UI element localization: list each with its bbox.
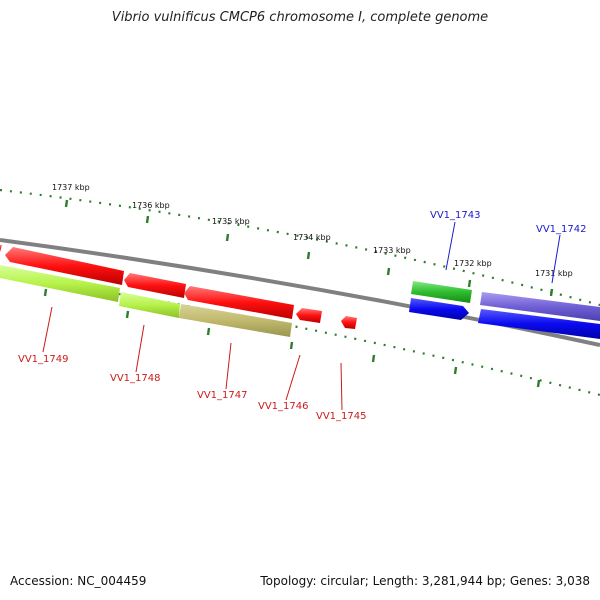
gene-label-vv1-1745: VV1_1745	[316, 411, 367, 422]
gene-leader-lines	[42, 221, 561, 411]
gene-feature-purple[interactable]	[480, 292, 600, 321]
gene-feature-olive[interactable]	[179, 304, 292, 337]
gene-feature-blue-1[interactable]	[409, 298, 469, 320]
lower-major-ticks	[43, 288, 541, 388]
gene-feature-vv1-1743[interactable]	[411, 281, 472, 303]
gene-feature-red-1[interactable]	[0, 245, 2, 252]
gene-label-vv1-1742: VV1_1742	[536, 224, 587, 235]
gene-feature-vv1-1749[interactable]	[5, 247, 124, 285]
gene-feature-vv1-1748[interactable]	[124, 273, 186, 298]
map-title: Vibrio vulnificus CMCP6 chromosome I, co…	[111, 10, 489, 25]
tick-label-1735: 1735 kbp	[212, 217, 250, 226]
gene-feature-lime-2[interactable]	[119, 292, 180, 318]
tick-label-1737: 1737 kbp	[52, 183, 90, 192]
tick-label-1733: 1733 kbp	[373, 246, 411, 255]
gene-feature-lime-1[interactable]	[0, 265, 120, 302]
tick-label-1736: 1736 kbp	[132, 201, 170, 210]
accession-text: Accession: NC_004459	[10, 574, 147, 588]
tick-label-1732: 1732 kbp	[454, 259, 492, 268]
gene-label-vv1-1746: VV1_1746	[258, 401, 309, 412]
gene-feature-vv1-1742[interactable]	[478, 309, 600, 339]
gene-feature-vv1-1746[interactable]	[296, 308, 322, 323]
gene-label-vv1-1748: VV1_1748	[110, 373, 161, 384]
gene-feature-vv1-1747[interactable]	[184, 286, 294, 319]
gene-feature-vv1-1745[interactable]	[341, 316, 357, 329]
tick-label-1734: 1734 kbp	[293, 233, 331, 242]
gene-label-vv1-1743: VV1_1743	[430, 210, 481, 221]
gene-label-vv1-1749: VV1_1749	[18, 354, 69, 365]
upper-major-ticks	[64, 199, 554, 297]
genome-stats-text: Topology: circular; Length: 3,281,944 bp…	[260, 574, 590, 588]
gene-label-vv1-1747: VV1_1747	[197, 390, 248, 401]
